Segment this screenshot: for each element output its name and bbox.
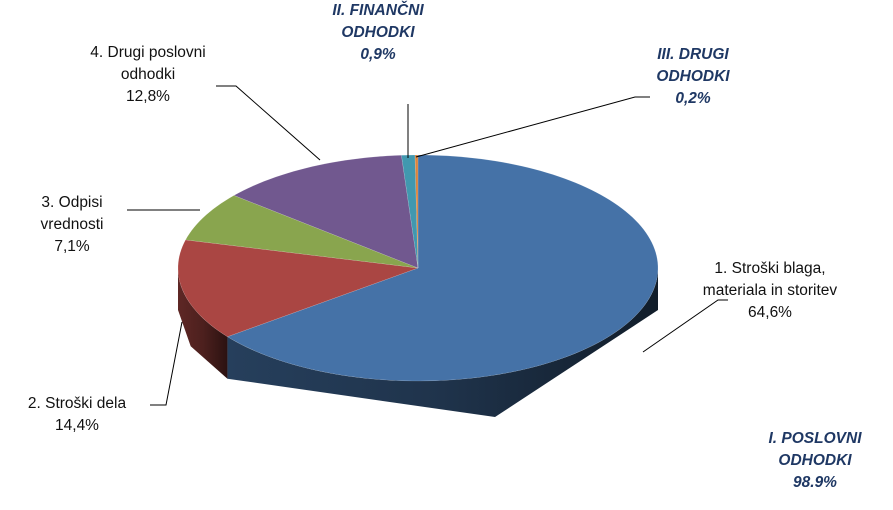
annotation-value: 98.9% [793,474,837,491]
value-label: 7,1% [54,238,90,255]
leader-line [150,321,183,406]
data-label: II. FINANČNI ODHODKI 0,9% [323,0,433,66]
leader-line [642,299,728,353]
data-label: 4. Drugi poslovni odhodki 12,8% [68,42,228,108]
category-label: 4. Drugi poslovni odhodki [90,44,206,83]
value-label: 14,4% [55,417,99,434]
slice [226,154,659,382]
slice-side [178,268,228,379]
category-label: III. DRUGI ODHODKI [656,46,730,85]
leader-line [415,96,650,158]
category-label: 2. Stroški dela [27,395,127,412]
category-label: II. FINANČNI ODHODKI [332,2,424,41]
data-label: III. DRUGI ODHODKI 0,2% [638,44,748,110]
category-label: 1. Stroški blaga, materiala in storitev [702,260,838,299]
value-label: 0,9% [360,46,396,63]
slice [177,239,419,337]
slice-side [227,268,658,418]
annotation-text: I. POSLOVNI ODHODKI [768,430,862,469]
data-label: 1. Stroški blaga, materiala in storitev 6… [695,258,845,324]
data-label: 2. Stroški dela 14,4% [0,393,157,437]
slice [414,154,419,269]
annotation: I. POSLOVNI ODHODKI 98.9% [760,428,870,494]
data-label: 3. Odpisi vrednosti 7,1% [12,192,132,258]
slice [233,155,419,269]
value-label: 12,8% [126,88,170,105]
category-label: 3. Odpisi vrednosti [40,194,104,233]
slice [185,195,419,269]
leader-line [216,85,321,161]
value-label: 0,2% [675,90,711,107]
value-label: 64,6% [748,304,792,321]
